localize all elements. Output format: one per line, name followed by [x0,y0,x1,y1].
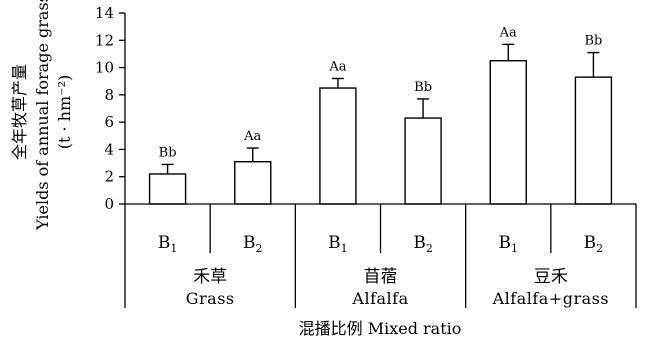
category-label: B2 [243,233,263,255]
group-label-en: Alfalfa+grass [492,289,609,308]
category-label: B1 [328,233,348,255]
y-tick-label: 10 [95,59,114,77]
y-tick-label: 8 [104,86,114,104]
bar [574,76,613,205]
y-tick-label: 4 [104,140,114,158]
bar [148,173,187,205]
significance-label: Aa [328,59,346,74]
category-label: B1 [499,233,519,255]
significance-label: Aa [499,25,517,40]
category-label: B2 [413,233,433,255]
significance-label: Aa [243,129,261,144]
y-tick-label: 12 [95,31,114,49]
y-axis-unit: (t · hm⁻²) [55,75,74,150]
group-label-zh: 禾草 [193,267,227,287]
bar [404,117,442,205]
significance-label: Bb [414,80,432,95]
x-axis-title: 混播比例 Mixed ratio [299,319,462,338]
category-label: B2 [584,233,604,255]
y-tick-label: 0 [104,195,114,213]
bar [319,87,357,205]
bars: Bb Aa Aa Bb Aa Bb [148,25,613,205]
y-axis-title-en: Yields of annual forage grass [33,0,52,231]
group-label-en: Grass [186,289,235,308]
y-tick-label: 2 [104,168,114,186]
y-axis-title-zh: 全年牧草产量 [10,64,29,160]
y-tick-label: 6 [104,113,114,131]
group-label-zh: 豆禾 [534,267,568,287]
x-axis: B1 B2 禾草 Grass B1 B2 苜蓿 Alfalfa B1 B2 豆禾 Alfalfa+gr… [124,203,637,308]
significance-label: Bb [584,34,602,49]
group-label-en: Alfalfa [351,289,408,308]
bar [489,60,527,205]
significance-label: Bb [159,145,177,160]
y-tick-label: 14 [95,4,114,22]
y-axis: 0 2 4 6 8 10 12 14 [95,4,126,213]
category-label: B1 [158,233,178,255]
bar [234,161,272,205]
group-label-zh: 苜蓿 [364,267,398,287]
